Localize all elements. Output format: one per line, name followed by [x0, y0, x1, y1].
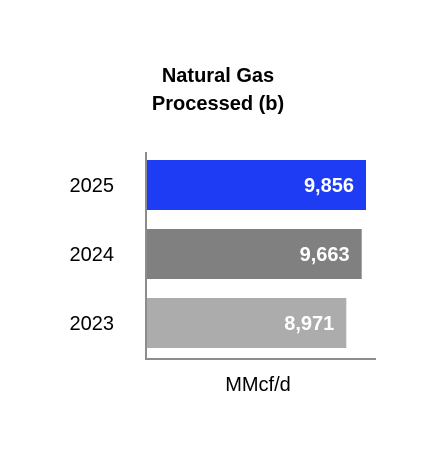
chart-title-line-2: Processed (b): [152, 93, 284, 115]
category-label-2025: 2025: [70, 175, 115, 197]
category-label-2023: 2023: [70, 313, 115, 335]
value-label-2025: 9,856: [304, 175, 354, 197]
bars-group: 9,856 2025 9,663 2024 8,971 2023: [70, 160, 366, 348]
bar-2025: [147, 160, 366, 210]
bar-2023: [147, 298, 347, 348]
x-axis-label: MMcf/d: [225, 374, 291, 396]
category-label-2024: 2024: [70, 244, 115, 266]
value-label-2024: 9,663: [300, 244, 350, 266]
value-label-2023: 8,971: [284, 313, 334, 335]
bar-2024: [147, 229, 362, 279]
chart-title-line-1: Natural Gas: [162, 65, 274, 87]
